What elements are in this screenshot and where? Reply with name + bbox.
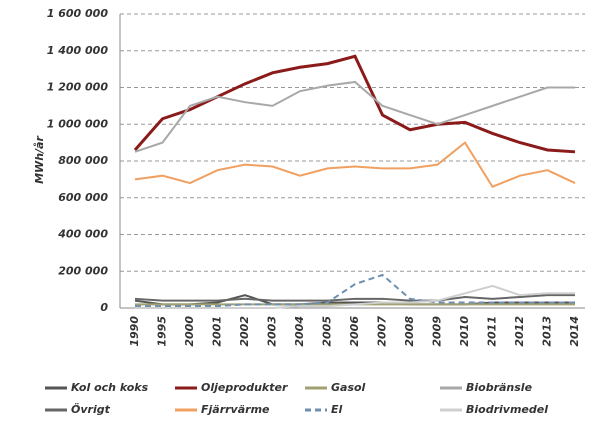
x-tick-label: 2000 (183, 316, 196, 347)
legend-label: Gasol (331, 381, 366, 394)
y-tick-label: 200 000 (58, 264, 108, 277)
x-tick-label: 2005 (321, 316, 334, 347)
x-tick-label: 2001 (211, 316, 224, 347)
legend-label: El (331, 403, 343, 416)
y-tick-label: 0 (100, 301, 108, 314)
x-tick-label: 2004 (293, 316, 306, 347)
y-tick-label: 1 400 000 (47, 44, 109, 57)
x-tick-label: 2006 (348, 316, 361, 347)
x-tick-label: 1990 (128, 316, 141, 347)
x-tick-label: 2003 (266, 316, 279, 347)
series-line (134, 294, 575, 302)
legend-label: Oljeprodukter (201, 381, 288, 394)
legend-label: Fjärrvärme (201, 403, 270, 416)
y-tick-label: 400 000 (57, 228, 108, 241)
y-tick-label: 600 000 (58, 191, 108, 204)
x-tick-label: 2011 (486, 316, 499, 347)
y-axis-label: MWh/år (33, 136, 46, 184)
legend-label: Övrigt (71, 402, 111, 416)
series-line (134, 141, 576, 188)
legend-label: Biodrivmedel (466, 403, 548, 416)
x-tick-label: 2012 (513, 316, 526, 347)
y-tick-label: 1 200 000 (47, 81, 109, 94)
series-line (134, 80, 575, 153)
x-tick-label: 1995 (156, 316, 169, 347)
legend-label: Biobränsle (466, 381, 533, 394)
x-tick-label: 2008 (403, 316, 416, 347)
x-tick-label: 2002 (238, 316, 251, 347)
x-tick-label: 2009 (431, 316, 444, 347)
series-line (135, 284, 575, 309)
series-line (135, 273, 575, 308)
legend-label: Kol och koks (71, 381, 149, 394)
x-tick-label: 2014 (568, 316, 581, 347)
x-tick-label: 2007 (376, 316, 389, 347)
y-tick-label: 800 000 (58, 154, 108, 167)
x-tick-label: 2010 (458, 316, 471, 347)
series-line (133, 54, 576, 154)
y-tick-label: 1 600 000 (47, 7, 109, 20)
x-tick-label: 2013 (541, 316, 554, 347)
y-tick-label: 1 000 000 (47, 117, 109, 130)
